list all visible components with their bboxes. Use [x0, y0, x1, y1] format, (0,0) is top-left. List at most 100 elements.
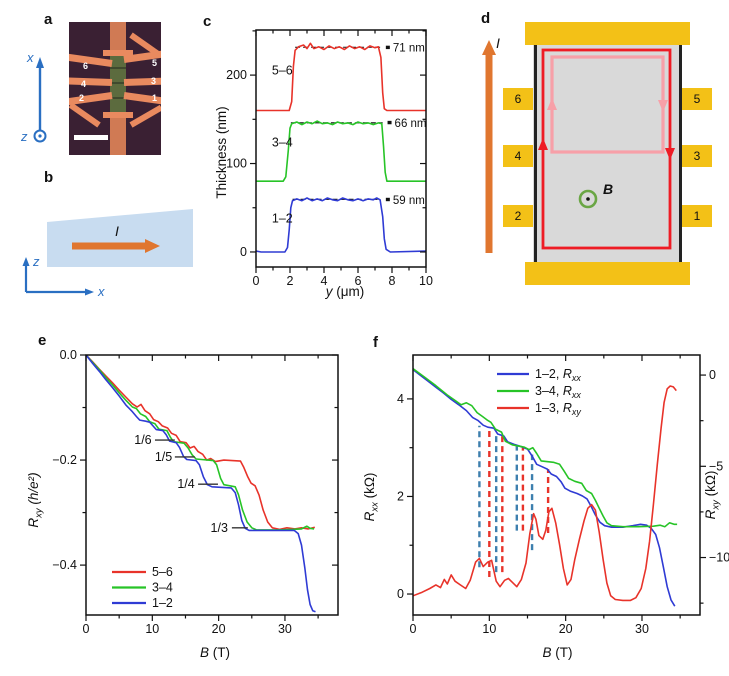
- contact-2: 2: [503, 205, 533, 227]
- d-current-label: I: [496, 35, 500, 51]
- f-y-axis-label: Rxx (kΩ): [362, 472, 381, 522]
- plot-area: [86, 355, 316, 613]
- svg-text:6: 6: [355, 274, 362, 288]
- chart-svg-e: 0 10 20 30 0.0 −0.2 −0.4 1/6 1/5 1/4 1/3 5–6 3–41–2: [52, 348, 339, 636]
- svg-text:0: 0: [410, 622, 417, 636]
- e-y-axis-label: Rxy (h/e²): [26, 472, 45, 528]
- contact-number-4: 4: [81, 79, 87, 89]
- flake-band: [110, 82, 126, 84]
- thickness-value-label: 59 nm: [393, 195, 425, 207]
- contact-number-6: 6: [83, 61, 89, 71]
- svg-text:2: 2: [287, 274, 294, 288]
- svg-text:−10: −10: [709, 551, 729, 565]
- thickness-value-label: 66 nm: [395, 118, 427, 130]
- d-overlay: [482, 40, 675, 253]
- b-x-axis-label: x: [98, 284, 105, 299]
- svg-text:0: 0: [240, 245, 247, 259]
- current-arrowhead: [482, 40, 496, 55]
- svg-text:0: 0: [83, 622, 90, 636]
- sample-slab: [47, 209, 193, 267]
- contact-number-2: 2: [79, 93, 85, 103]
- plot-frame: [85, 354, 339, 616]
- legend-label: 1–2, Rxx: [535, 367, 581, 383]
- svg-text:−0.4: −0.4: [52, 558, 77, 572]
- z-axis-arrowhead: [22, 257, 30, 266]
- contact-1: 1: [682, 205, 712, 227]
- rxx-rxy-chart: 0 10 20 30 0 2 4 0 −5 −10 1–2, Rxx 3–4, Rxx 1–3, Rxy: [365, 320, 729, 676]
- svg-text:200: 200: [226, 68, 247, 82]
- contact-number-3: 3: [151, 76, 157, 86]
- contact-number-1: 1: [152, 93, 158, 103]
- plateau-annotation: 1/5: [155, 450, 172, 464]
- svg-text:0: 0: [253, 274, 260, 288]
- series-5-6: [256, 42, 426, 112]
- svg-text:0: 0: [709, 368, 716, 382]
- contact-number-5: 5: [152, 58, 158, 68]
- series-1-2: [256, 197, 426, 253]
- current-arrowhead: [145, 239, 160, 253]
- pink-up-arrow: [547, 98, 557, 110]
- pink-down-arrow: [658, 100, 668, 112]
- sample-left-edge: [534, 45, 537, 262]
- svg-text:−5: −5: [709, 459, 723, 473]
- z-out-of-plane-icon: [33, 129, 47, 143]
- flake-band: [110, 67, 126, 69]
- plot-frame: [412, 354, 701, 616]
- a-z-axis-label: z: [21, 129, 28, 144]
- panel-d-label: d: [481, 10, 491, 27]
- a-x-axis-label: x: [27, 50, 34, 65]
- micrograph-flake: [110, 55, 126, 115]
- red-down-arrow: [665, 148, 675, 160]
- d-schematic: 6 4 2 5 3 1 I B: [480, 10, 725, 295]
- svg-text:0.0: 0.0: [60, 348, 77, 362]
- e-x-axis-label: B (T): [199, 645, 230, 660]
- top-contact-bar: [525, 22, 690, 45]
- curve-label: 1–2: [272, 211, 293, 225]
- thickness-chart: 0 2 4 6 8 10 0 100 200 5–6 3–4 1–2 71 nm 66 nm 59 nm: [200, 0, 440, 310]
- f-x-axis-label: B (T): [542, 645, 573, 660]
- legend-label: 5–6: [152, 565, 173, 579]
- curve-label: 5–6: [272, 64, 293, 78]
- svg-text:2: 2: [397, 489, 404, 503]
- sample-right-edge: [679, 45, 682, 262]
- panel-c-label: c: [203, 13, 212, 30]
- f-y2-axis-label: Rxy (kΩ): [703, 470, 722, 520]
- label-marker: [387, 120, 392, 125]
- series-1-2 Rxx: [413, 368, 676, 607]
- plot-area: [256, 42, 426, 253]
- svg-text:10: 10: [482, 622, 496, 636]
- series-1-2: [86, 355, 316, 613]
- x-axis-arrowhead: [36, 57, 44, 68]
- contact-5: 5: [682, 88, 712, 110]
- inner-edge-current-loop: [550, 55, 665, 154]
- b-schematic: [22, 209, 193, 296]
- d-field-label: B: [603, 181, 614, 197]
- panel-b-label: b: [44, 169, 54, 186]
- series-3-4: [86, 355, 315, 531]
- outer-edge-current-loop: [541, 48, 672, 250]
- electrode-crossbar-top: [103, 50, 133, 56]
- b-field-out-of-plane-icon: [578, 189, 598, 209]
- series-5-6: [86, 355, 315, 531]
- electrode-crossbar-bottom: [103, 112, 133, 118]
- svg-text:4: 4: [321, 274, 328, 288]
- series-1-3 Rxy: [413, 385, 677, 602]
- legend-label: 1–2: [152, 596, 173, 610]
- contact-4: 4: [503, 145, 533, 167]
- b-z-axis-label: z: [33, 254, 40, 269]
- plateau-annotation: 1/6: [134, 433, 151, 447]
- svg-text:20: 20: [212, 622, 226, 636]
- svg-text:10: 10: [145, 622, 159, 636]
- plot-area: [413, 368, 678, 607]
- electrode-arm-corner: [69, 102, 101, 128]
- b-current-label: I: [115, 223, 119, 239]
- svg-text:20: 20: [559, 622, 573, 636]
- rxy-chart: 0 10 20 30 0.0 −0.2 −0.4 1/6 1/5 1/4 1/3 5–6 3–4 1–2: [0, 320, 365, 676]
- c-y-axis-label: Thickness (nm): [214, 106, 229, 199]
- contact-6: 6: [503, 88, 533, 110]
- scale-bar: [74, 135, 108, 140]
- panel-f-label: f: [373, 334, 378, 351]
- panel-e-label: e: [38, 332, 47, 349]
